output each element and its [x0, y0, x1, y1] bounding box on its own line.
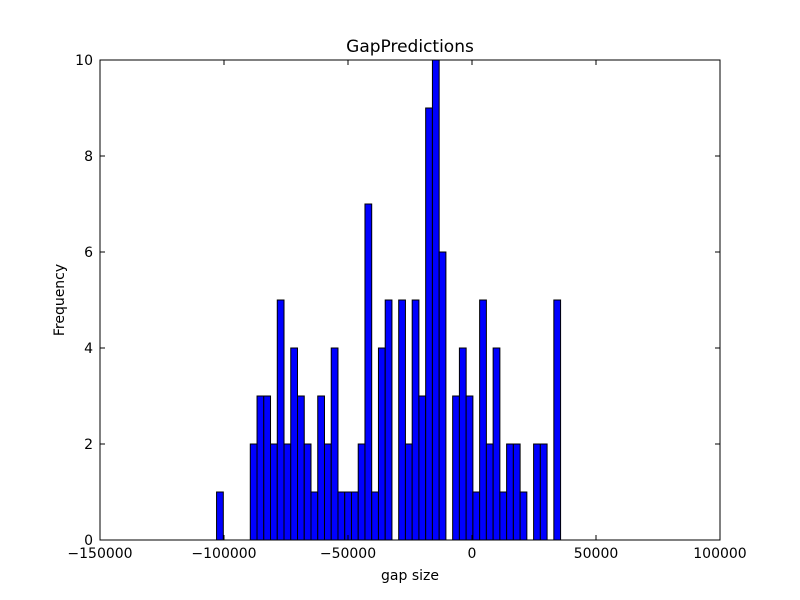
chart-title: GapPredictions — [346, 37, 474, 57]
histogram-bar — [512, 443, 521, 541]
histogram-bar — [384, 299, 393, 541]
histogram-bar — [499, 491, 508, 541]
histogram-bar — [485, 443, 494, 541]
histogram-bar — [472, 491, 481, 541]
histogram-bar — [276, 299, 285, 541]
histogram-bar — [310, 491, 319, 541]
histogram-bar — [492, 347, 501, 541]
y-axis-label: Frequency — [52, 264, 68, 336]
x-tick-label: 100000 — [693, 546, 746, 562]
histogram-bar — [350, 491, 359, 541]
y-tick-label: 0 — [84, 533, 93, 549]
plot-frame — [99, 59, 721, 541]
y-tick-label: 10 — [75, 53, 93, 69]
histogram-bar — [377, 347, 386, 541]
ticks: −150000 −100000 −50000 0 50000 100000 0 2 4 6 8 10 — [67, 53, 746, 562]
histogram-bar — [438, 251, 447, 541]
histogram-bar — [465, 395, 474, 541]
histogram-bar — [337, 491, 346, 541]
histogram-bar — [539, 443, 548, 541]
histogram-bar — [404, 443, 413, 541]
histogram-bar — [344, 491, 352, 541]
histogram-bar — [479, 299, 487, 541]
y-tick-label: 4 — [84, 341, 93, 357]
histogram-bar — [364, 203, 373, 541]
histogram-bar — [303, 443, 312, 541]
histogram-bar — [425, 107, 433, 541]
histogram-bar — [290, 347, 299, 541]
histogram-bar — [317, 395, 325, 541]
histogram-bar — [323, 443, 332, 541]
x-tick-label: −100000 — [191, 546, 256, 562]
histogram-bar — [458, 347, 467, 541]
x-tick-label: 50000 — [574, 546, 619, 562]
histogram-bar — [256, 395, 265, 541]
histogram-bar — [553, 299, 562, 541]
x-tick-label: −150000 — [67, 546, 132, 562]
y-tick-label: 6 — [84, 245, 93, 261]
histogram-bar — [216, 491, 224, 541]
histogram-bar — [249, 443, 258, 541]
x-tick-label: −50000 — [320, 546, 376, 562]
histogram-bar — [270, 443, 278, 541]
histogram-bar — [533, 443, 541, 541]
histogram-bar — [452, 395, 460, 541]
histogram-bar — [357, 443, 366, 541]
histogram-bar — [431, 59, 440, 541]
histogram-bar — [411, 299, 420, 541]
histogram-bar — [371, 491, 379, 541]
histogram-bar — [418, 395, 427, 541]
histogram-bar — [283, 443, 292, 541]
histogram-bar — [506, 443, 514, 541]
histogram-bar — [519, 491, 528, 541]
histogram-bar — [330, 347, 339, 541]
histogram-bar — [398, 299, 406, 541]
x-tick-label: 0 — [468, 546, 477, 562]
y-tick-label: 8 — [84, 149, 93, 165]
histogram-bar — [297, 395, 305, 541]
histogram-bar — [263, 395, 272, 541]
x-axis-label: gap size — [381, 568, 439, 584]
y-tick-label: 2 — [84, 437, 93, 453]
